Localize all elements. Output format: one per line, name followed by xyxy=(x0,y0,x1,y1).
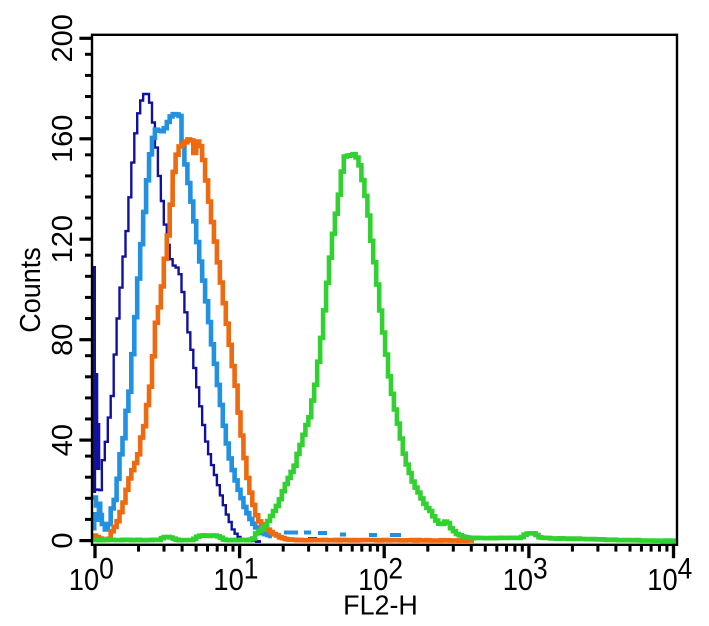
svg-text:200: 200 xyxy=(47,14,79,62)
svg-text:104: 104 xyxy=(647,551,692,598)
svg-text:Counts: Counts xyxy=(14,247,46,332)
svg-text:100: 100 xyxy=(69,551,114,598)
svg-text:FL2-H: FL2-H xyxy=(343,589,418,621)
svg-text:80: 80 xyxy=(47,324,79,356)
svg-text:101: 101 xyxy=(213,551,258,598)
svg-text:160: 160 xyxy=(47,115,79,163)
svg-text:40: 40 xyxy=(47,424,79,456)
svg-text:103: 103 xyxy=(503,551,548,598)
svg-text:0: 0 xyxy=(47,533,79,549)
svg-text:120: 120 xyxy=(47,215,79,263)
